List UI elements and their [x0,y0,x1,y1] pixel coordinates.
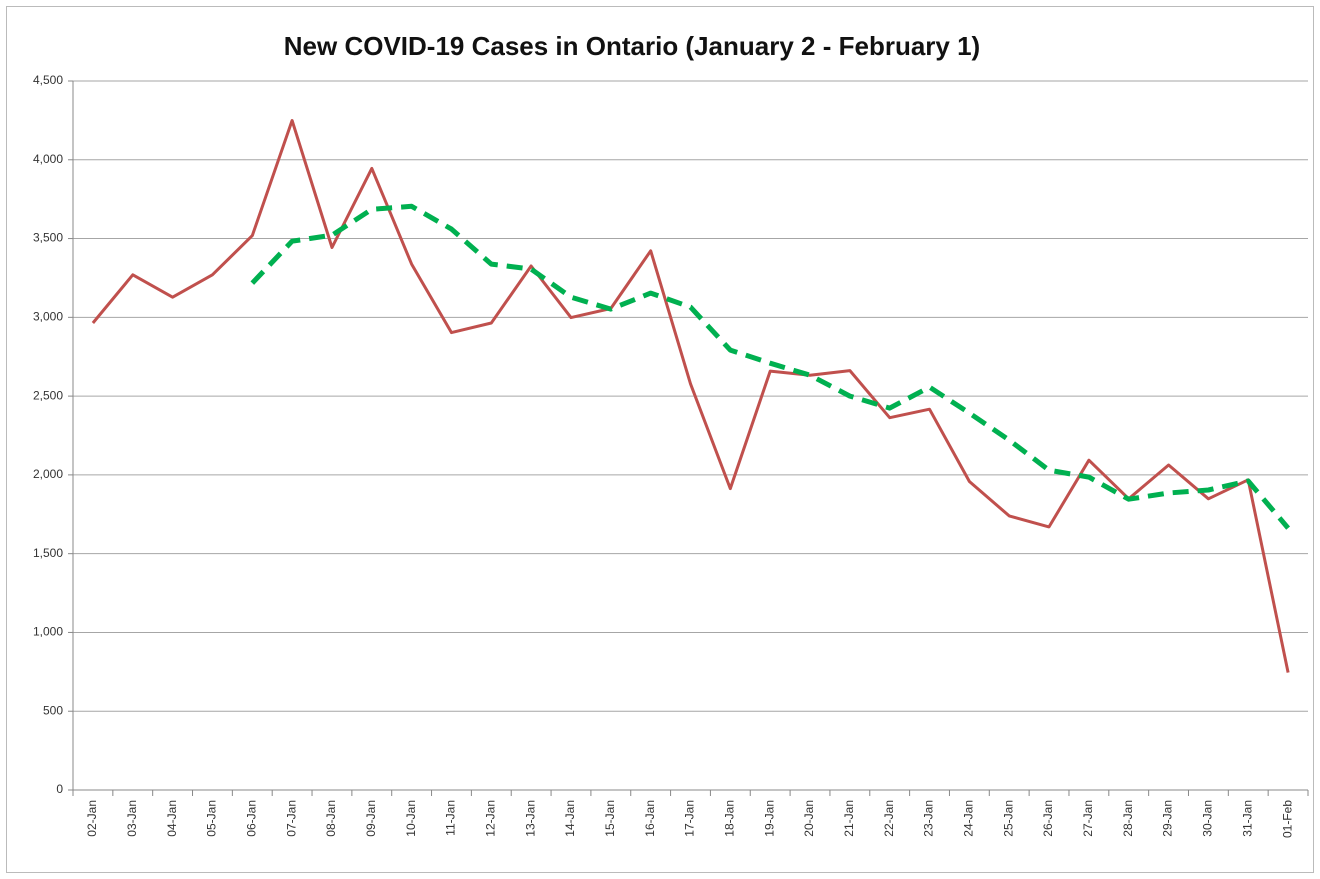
x-tick-label: 03-Jan [125,800,139,837]
y-tick-label: 4,500 [33,73,63,87]
x-tick-label: 09-Jan [364,800,378,837]
x-tick-label: 11-Jan [444,800,458,836]
x-tick-label: 06-Jan [244,800,258,837]
x-tick-label: 22-Jan [882,800,896,837]
y-tick-label: 1,500 [33,546,63,560]
x-tick-label: 21-Jan [842,800,856,837]
y-tick-label: 3,500 [33,231,63,245]
x-tick-label: 17-Jan [683,800,697,837]
series-line [91,119,1290,673]
x-tick-label: 30-Jan [1201,800,1215,837]
x-tick-label: 15-Jan [603,800,617,837]
chart-title: New COVID-19 Cases in Ontario (January 2… [284,31,980,61]
x-tick-label: 25-Jan [1001,800,1015,837]
y-tick-label: 2,000 [33,467,63,481]
x-tick-label: 04-Jan [165,800,179,837]
x-tick-label: 02-Jan [85,800,99,837]
x-tick-label: 24-Jan [962,800,976,837]
x-tick-label: 13-Jan [523,800,537,837]
x-tick-label: 31-Jan [1240,800,1254,837]
x-tick-label: 29-Jan [1161,800,1175,837]
x-tick-label: 20-Jan [802,800,816,837]
y-tick-label: 500 [43,703,63,717]
x-tick-label: 12-Jan [483,800,497,837]
x-tick-label: 28-Jan [1121,800,1135,837]
y-tick-label: 0 [56,782,63,796]
x-tick-label: 18-Jan [723,800,737,837]
y-tick-label: 1,000 [33,625,63,639]
y-tick-label: 4,000 [33,152,63,166]
x-tick-label: 08-Jan [324,800,338,837]
series-line [250,203,1291,530]
x-tick-label: 05-Jan [205,800,219,837]
y-tick-label: 2,500 [33,388,63,402]
x-tick-label: 07-Jan [284,800,298,837]
x-tick-label: 01-Feb [1280,800,1294,838]
chart-border [6,6,1314,873]
x-tick-label: 19-Jan [762,800,776,837]
x-tick-label: 16-Jan [643,800,657,837]
x-tick-label: 23-Jan [922,800,936,837]
x-tick-label: 26-Jan [1041,800,1055,837]
x-tick-label: 10-Jan [404,800,418,837]
x-tick-label: 27-Jan [1081,800,1095,837]
x-tick-label: 14-Jan [563,800,577,837]
y-tick-label: 3,000 [33,310,63,324]
